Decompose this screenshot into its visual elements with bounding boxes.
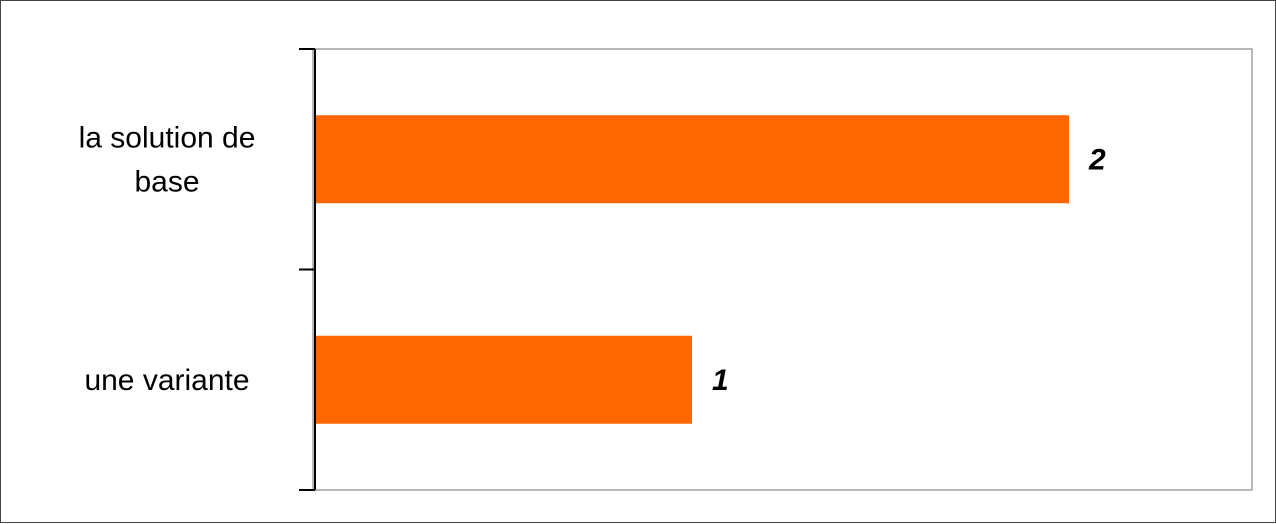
- category-axis: [299, 48, 316, 491]
- bar: [315, 335, 692, 424]
- labels-layer: la solution de base 2 une variante 1: [79, 121, 1106, 397]
- bars-layer: [315, 115, 1069, 424]
- category-tick-label: la solution de base: [79, 121, 256, 198]
- data-label: 2: [1088, 143, 1106, 176]
- category-tick-label: une variante: [84, 364, 249, 397]
- bar: [315, 115, 1069, 204]
- plot-area-border: [312, 48, 1253, 491]
- data-label: 1: [712, 364, 729, 397]
